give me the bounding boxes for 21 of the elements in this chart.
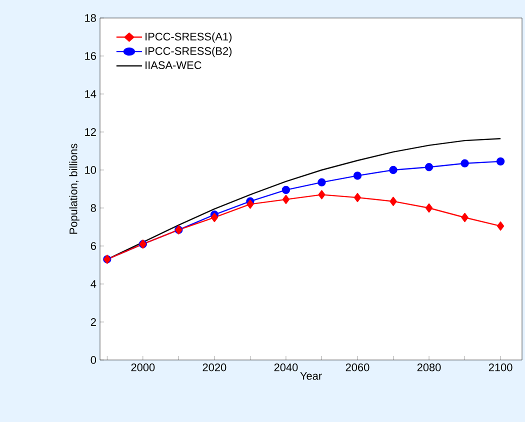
y-tick-label: 8	[90, 204, 96, 212]
x-tick-label: 2020	[202, 364, 226, 372]
legend-label: IPCC-SRESS(B2)	[146, 46, 232, 58]
y-tick-label: 10	[85, 166, 96, 174]
x-tick-label: 2060	[346, 364, 370, 372]
y-tick-label: 4	[90, 280, 96, 288]
y-tick-label: 12	[85, 128, 96, 136]
y-tick-label: 6	[90, 242, 96, 250]
x-tick-label: 2040	[274, 364, 298, 372]
y-tick-label: 2	[90, 318, 96, 326]
x-tick-label: 2000	[131, 364, 155, 372]
legend-label: IPCC-SRESS(A1)	[146, 32, 232, 43]
y-tick-label: 18	[85, 14, 96, 22]
y-tick-label: 14	[85, 90, 96, 98]
x-axis-title: Year	[300, 372, 322, 380]
x-tick-label: 2080	[417, 364, 441, 372]
y-tick-label: 0	[90, 356, 96, 364]
y-tick-label: 16	[85, 52, 96, 60]
legend-label: IIASA-WEC	[146, 61, 202, 70]
x-tick-label: 2100	[488, 364, 512, 372]
y-axis-title: Population, billions	[69, 144, 80, 234]
